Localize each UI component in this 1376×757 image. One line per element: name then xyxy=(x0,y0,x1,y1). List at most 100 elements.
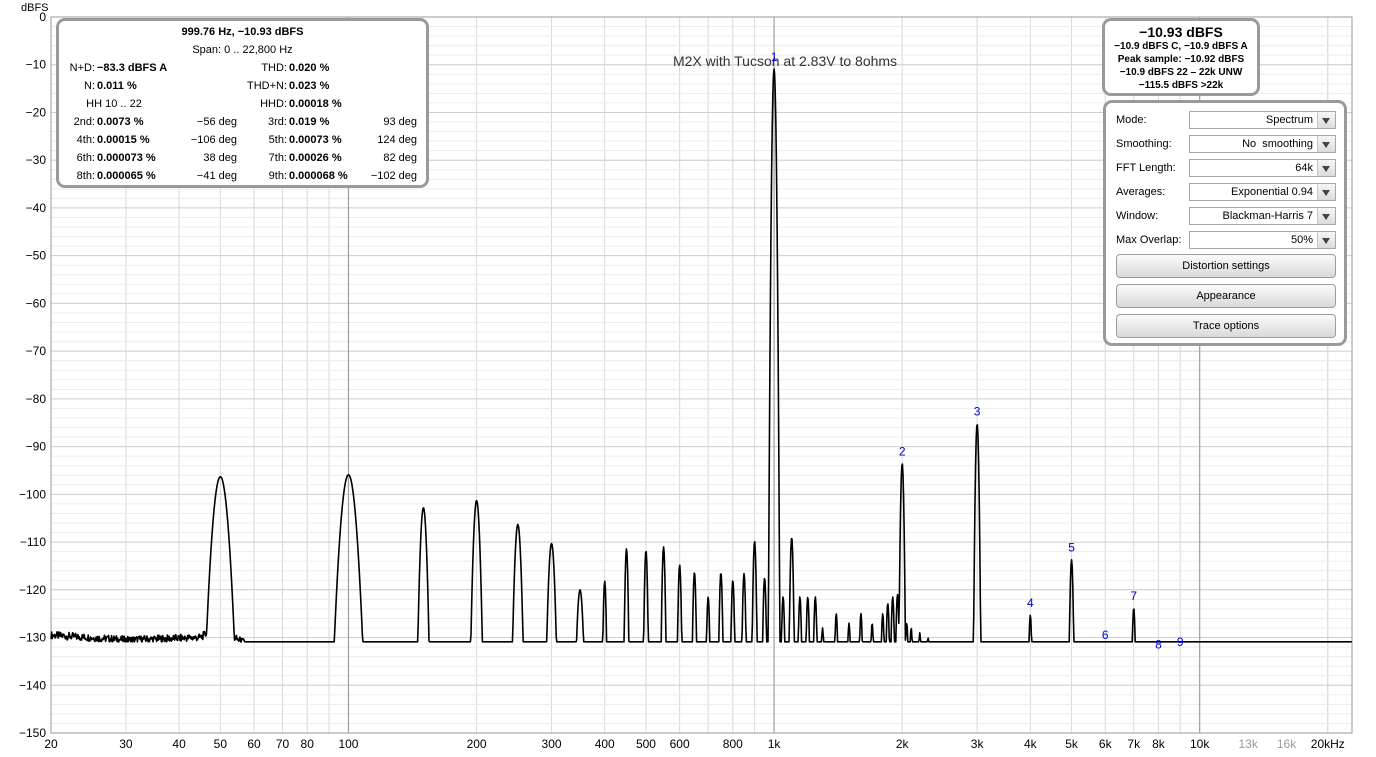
trace-options-button[interactable]: Trace options xyxy=(1116,314,1336,338)
y-tick-label: −20 xyxy=(26,105,47,119)
chevron-down-icon[interactable] xyxy=(1317,208,1335,224)
y-tick-label: −120 xyxy=(19,583,46,597)
averages-label: Averages: xyxy=(1116,186,1166,198)
level-peak-sample: Peak sample: −10.92 dBFS xyxy=(1117,54,1245,65)
averages-row: Averages: Exponential 0.94 xyxy=(1116,183,1336,203)
smoothing-label: Smoothing: xyxy=(1116,138,1172,150)
window-label: Window: xyxy=(1116,210,1159,222)
averages-select[interactable]: Exponential 0.94 xyxy=(1189,183,1336,201)
stats-cell: 0.000073 % xyxy=(97,152,156,164)
window-select[interactable]: Blackman-Harris 7 xyxy=(1189,207,1336,225)
stats-cell: −56 deg xyxy=(196,116,237,128)
stats-cell: 0.023 % xyxy=(289,80,330,92)
x-tick-label: 300 xyxy=(542,737,562,751)
stats-cell: −41 deg xyxy=(196,170,237,182)
y-tick-labels: 0 −10 −20 −30 −40 −50 −60 −70 −80 −90 −100 −110 −120… xyxy=(19,10,46,740)
x-tick-label: 4k xyxy=(1024,737,1038,751)
x-tick-label: 3k xyxy=(971,737,985,751)
y-tick-label: −80 xyxy=(26,392,47,406)
stats-cell: 8th: xyxy=(76,170,95,182)
stats-cell: 6th: xyxy=(76,152,95,164)
x-tick-label: 50 xyxy=(214,737,228,751)
y-tick-label: 0 xyxy=(39,10,46,24)
stats-cell: 0.00018 % xyxy=(289,98,342,110)
x-tick-label: 400 xyxy=(595,737,615,751)
stats-frequency-level: 999.76 Hz, −10.93 dBFS xyxy=(181,26,304,38)
level-main: −10.93 dBFS xyxy=(1139,24,1223,40)
x-tick-label: 20 xyxy=(44,737,58,751)
harmonic-marker: 6 xyxy=(1102,628,1109,642)
fft-length-row: FFT Length: 64k xyxy=(1116,159,1336,179)
chevron-down-icon[interactable] xyxy=(1317,184,1335,200)
stats-cell: 7th: xyxy=(268,152,287,164)
smoothing-select[interactable]: No smoothing xyxy=(1189,135,1336,153)
y-tick-label: −70 xyxy=(26,344,47,358)
y-tick-label: −140 xyxy=(19,678,46,692)
harmonic-marker: 4 xyxy=(1027,596,1034,610)
harmonic-marker: 5 xyxy=(1068,541,1075,555)
harmonic-markers: 1 2 3 4 5 6 7 8 9 xyxy=(771,50,1184,652)
x-tick-label: 16k xyxy=(1277,737,1297,751)
chevron-down-icon[interactable] xyxy=(1317,136,1335,152)
harmonic-marker: 9 xyxy=(1177,635,1184,649)
stats-cell: 3rd: xyxy=(268,116,287,128)
y-tick-label: −60 xyxy=(26,296,47,310)
harmonic-marker: 2 xyxy=(899,444,906,458)
x-tick-label: 8k xyxy=(1152,737,1166,751)
stats-cell: 93 deg xyxy=(383,116,417,128)
x-tick-label: 6k xyxy=(1099,737,1113,751)
stats-cell: 5th: xyxy=(268,134,287,146)
stats-span: Span: 0 .. 22,800 Hz xyxy=(192,44,293,56)
x-tick-label: 1k xyxy=(768,737,782,751)
x-tick-label: 10k xyxy=(1190,737,1210,751)
stats-cell: −83.3 dBFS A xyxy=(97,62,168,74)
stats-cell: 2nd: xyxy=(73,116,95,128)
appearance-button[interactable]: Appearance xyxy=(1116,284,1336,308)
distortion-stats-panel: 999.76 Hz, −10.93 dBFS Span: 0 .. 22,800… xyxy=(56,18,429,188)
stats-cell: N+D: xyxy=(69,62,95,74)
stats-cell: N: xyxy=(84,80,95,92)
y-tick-label: −10 xyxy=(26,58,47,72)
level-readout-panel: −10.93 dBFS −10.9 dBFS C, −10.9 dBFS A P… xyxy=(1102,18,1260,96)
x-tick-label: 80 xyxy=(301,737,315,751)
stats-cell: −102 deg xyxy=(370,170,417,182)
stats-cell: 0.00015 % xyxy=(97,134,150,146)
spectrum-trace xyxy=(50,68,1352,643)
harmonic-marker: 7 xyxy=(1130,589,1137,603)
x-tick-label: 500 xyxy=(636,737,656,751)
stats-cell: 4th: xyxy=(76,134,95,146)
x-tick-label: 100 xyxy=(338,737,358,751)
y-tick-label: −50 xyxy=(26,249,47,263)
x-tick-label: 2k xyxy=(896,737,910,751)
plot-frame xyxy=(50,16,1353,734)
harmonic-marker: 3 xyxy=(974,405,981,419)
analysis-controls-panel: Mode: Spectrum Smoothing: No smoothing F… xyxy=(1103,100,1347,346)
chevron-down-icon[interactable] xyxy=(1317,160,1335,176)
level-above-22k: −115.5 dBFS >22k xyxy=(1138,80,1224,91)
stats-cell: 0.00073 % xyxy=(289,134,342,146)
x-tick-label: 600 xyxy=(670,737,690,751)
y-tick-label: −90 xyxy=(26,440,47,454)
stats-cell: HH 10 .. 22 xyxy=(86,98,142,110)
y-tick-label: −110 xyxy=(20,535,46,549)
overlap-select[interactable]: 50% xyxy=(1189,231,1336,249)
chevron-down-icon[interactable] xyxy=(1317,232,1335,248)
stats-cell: 0.000068 % xyxy=(289,170,348,182)
x-tick-label: 70 xyxy=(276,737,290,751)
level-weighted: −10.9 dBFS C, −10.9 dBFS A xyxy=(1114,41,1248,52)
x-tick-label: 200 xyxy=(467,737,487,751)
smoothing-row: Smoothing: No smoothing xyxy=(1116,135,1336,155)
stats-cell: 0.011 % xyxy=(97,80,137,92)
y-axis-label: dBFS xyxy=(21,2,49,14)
x-tick-label: 800 xyxy=(723,737,743,751)
mode-select[interactable]: Spectrum xyxy=(1189,111,1336,129)
distortion-settings-button[interactable]: Distortion settings xyxy=(1116,254,1336,278)
harmonic-marker: 1 xyxy=(771,50,778,64)
mode-row: Mode: Spectrum xyxy=(1116,111,1336,131)
level-unweighted: −10.9 dBFS 22 – 22k UNW xyxy=(1119,67,1243,78)
chevron-down-icon[interactable] xyxy=(1317,112,1335,128)
stats-cell: 0.0073 % xyxy=(97,116,144,128)
fft-length-select[interactable]: 64k xyxy=(1189,159,1336,177)
harmonic-marker: 8 xyxy=(1155,638,1162,652)
